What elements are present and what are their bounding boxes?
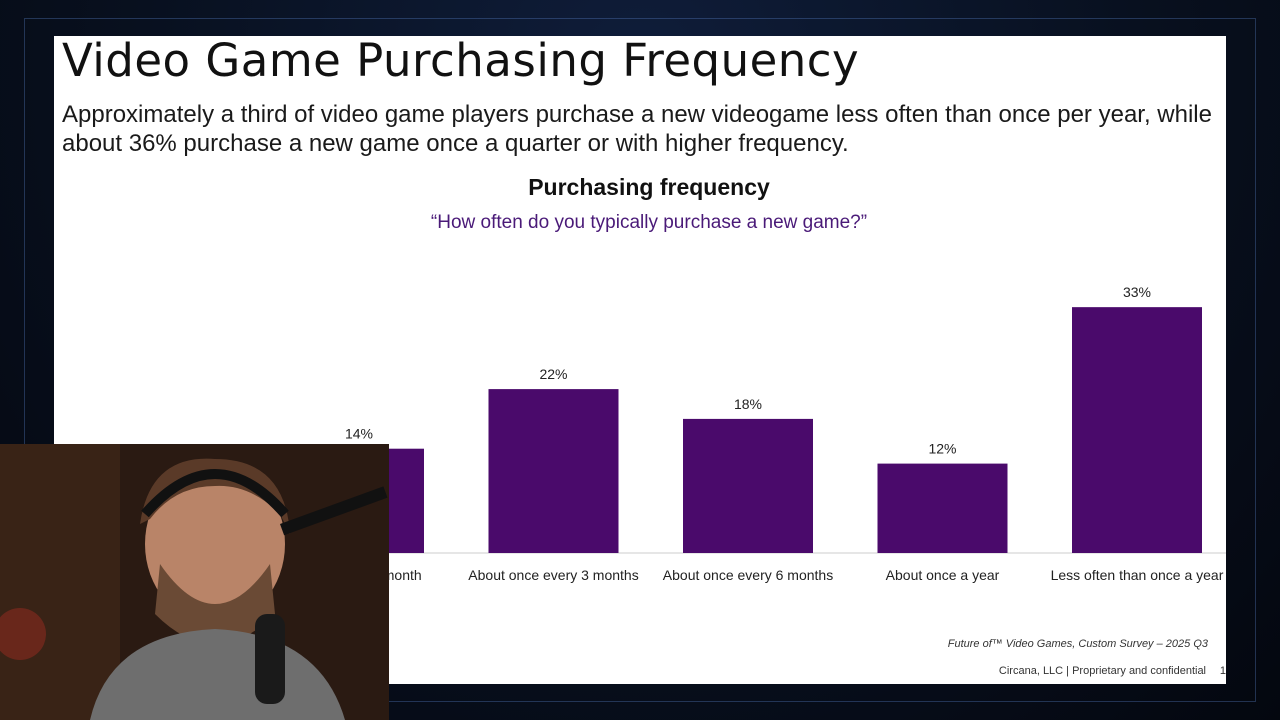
data-label-1: 22% (539, 366, 567, 382)
data-label-4: 33% (1123, 284, 1151, 300)
category-label-1: About once every 3 months (468, 567, 638, 583)
category-label-3: About once a year (886, 567, 1000, 583)
category-label-4: Less often than once a year (1051, 567, 1224, 583)
slide-title: Video Game Purchasing Frequency (62, 36, 860, 87)
data-label-2: 18% (734, 396, 762, 412)
bar-2 (683, 418, 813, 553)
streamer-webcam (0, 444, 389, 720)
data-label-0: 14% (345, 426, 373, 442)
category-label-2: About once every 6 months (663, 567, 833, 583)
chart-question: “How often do you typically purchase a n… (430, 212, 868, 233)
stream-frame-border (24, 18, 1256, 702)
bar-1 (488, 389, 619, 553)
chart-title: Purchasing frequency (528, 174, 770, 200)
bar-4 (1072, 307, 1202, 553)
slide-subtitle: Approximately a third of video game play… (62, 101, 1212, 157)
footer-company: Circana, LLC | Proprietary and confident… (998, 665, 1206, 677)
footer-page-number: 1 (1219, 665, 1226, 677)
footer-source: Future of™ Video Games, Custom Survey – … (947, 638, 1208, 650)
data-label-3: 12% (928, 441, 956, 457)
bar-3 (877, 463, 1008, 553)
